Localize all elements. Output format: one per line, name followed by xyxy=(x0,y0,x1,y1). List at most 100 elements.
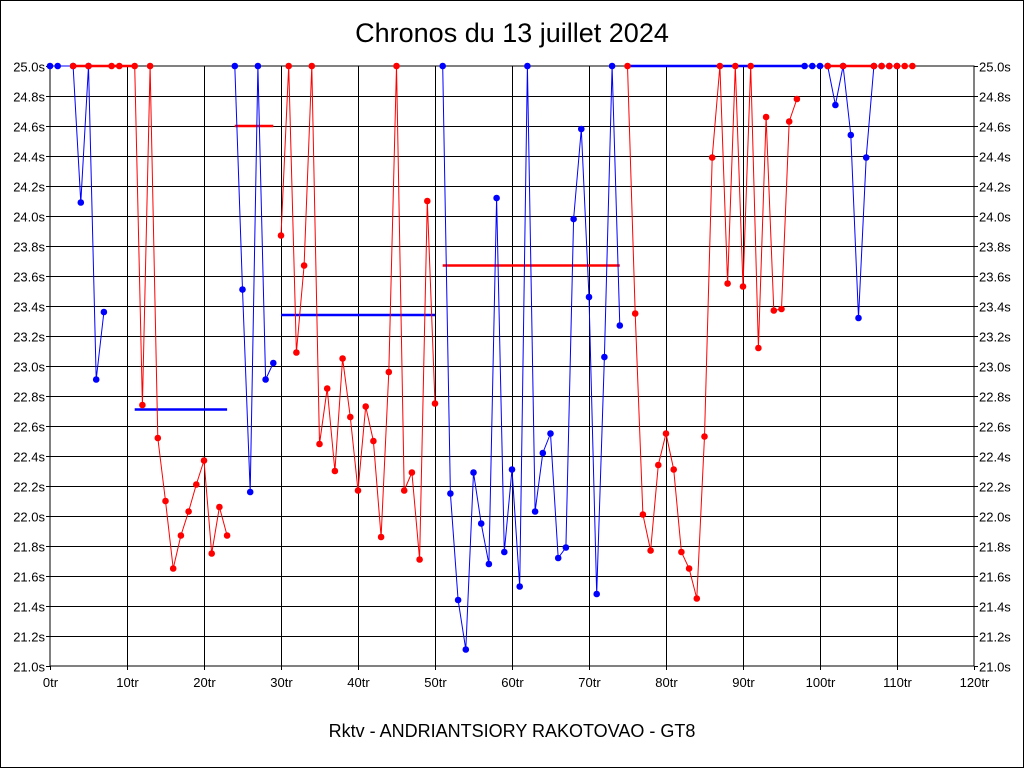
data-point xyxy=(508,466,516,473)
y-tick-label-right: 22.6s xyxy=(979,420,1011,435)
data-point xyxy=(701,433,708,440)
data-point xyxy=(539,449,547,457)
data-point xyxy=(316,440,323,448)
data-point xyxy=(724,280,731,287)
data-point xyxy=(801,62,808,70)
data-point xyxy=(285,62,293,70)
data-point xyxy=(100,308,108,316)
data-point xyxy=(624,62,631,70)
y-tick-label-right: 21.0s xyxy=(979,660,1011,675)
data-point xyxy=(485,560,493,568)
y-tick-label-left: 21.8s xyxy=(13,540,45,555)
data-point xyxy=(593,590,600,598)
data-point xyxy=(901,62,908,70)
x-tick-label: 30tr xyxy=(270,675,293,690)
data-point xyxy=(839,62,847,70)
data-point xyxy=(347,413,354,421)
data-point xyxy=(732,62,739,70)
data-point xyxy=(608,62,616,70)
data-point xyxy=(716,62,724,70)
y-tick-label-left: 21.0s xyxy=(13,660,45,675)
data-point xyxy=(108,62,115,70)
x-tick-label: 10tr xyxy=(116,675,139,690)
data-point xyxy=(693,595,701,602)
average-lines xyxy=(73,64,874,411)
data-point xyxy=(85,62,92,70)
data-point xyxy=(323,385,331,392)
y-tick-label-left: 24.0s xyxy=(13,210,45,225)
data-point xyxy=(200,457,208,464)
y-tick-label-left: 22.4s xyxy=(13,450,45,465)
x-tick-label: 20tr xyxy=(193,675,216,690)
data-point xyxy=(785,118,793,125)
data-point xyxy=(747,62,754,70)
data-point xyxy=(886,62,893,70)
data-point xyxy=(254,62,262,70)
axes: 0tr 10tr 20tr 30tr 40tr 50tr 60tr 70tr 80tr 90tr 1… xyxy=(13,60,1011,691)
data-point xyxy=(416,556,423,563)
data-point xyxy=(193,481,200,488)
data-point xyxy=(116,62,123,70)
data-point xyxy=(293,349,300,356)
data-point xyxy=(354,487,362,494)
data-point xyxy=(131,62,138,70)
data-point xyxy=(385,368,393,376)
y-tick-label-left: 21.6s xyxy=(13,570,45,585)
data-point xyxy=(300,262,308,269)
data-point xyxy=(331,467,339,475)
y-tick-label-right: 22.8s xyxy=(979,390,1011,405)
data-point xyxy=(262,376,269,383)
data-point xyxy=(246,488,254,496)
data-point xyxy=(554,554,562,562)
y-tick-label-left: 22.0s xyxy=(13,510,45,525)
data-point xyxy=(531,508,539,515)
y-tick-label-right: 23.4s xyxy=(979,300,1011,315)
data-point xyxy=(223,532,231,539)
y-tick-label-left: 23.0s xyxy=(13,360,45,375)
y-tick-label-left: 22.8s xyxy=(13,390,45,405)
data-point xyxy=(909,62,916,70)
y-tick-label-right: 24.6s xyxy=(979,120,1011,135)
data-point xyxy=(685,565,693,572)
data-point xyxy=(662,430,670,437)
series xyxy=(46,62,916,653)
y-tick-label-right: 21.4s xyxy=(979,600,1011,615)
y-tick-label-right: 23.0s xyxy=(979,360,1011,375)
data-point xyxy=(470,469,477,476)
data-point xyxy=(616,322,624,329)
data-point xyxy=(177,532,185,539)
data-point xyxy=(439,62,447,70)
x-tick-label: 0tr xyxy=(43,675,59,690)
y-tick-label-right: 24.2s xyxy=(979,180,1011,195)
x-tick-label: 40tr xyxy=(347,675,370,690)
y-tick-label-right: 24.0s xyxy=(979,210,1011,225)
data-point xyxy=(816,62,824,70)
data-point xyxy=(431,400,439,407)
data-point xyxy=(893,62,901,70)
y-tick-label-left: 25.0s xyxy=(13,60,45,75)
x-tick-label: 120tr xyxy=(960,675,990,690)
y-tick-label-right: 25.0s xyxy=(979,60,1011,75)
series-line xyxy=(627,65,798,599)
data-point xyxy=(578,125,585,133)
y-tick-label-right: 24.4s xyxy=(979,150,1011,165)
data-point xyxy=(185,508,192,515)
data-point xyxy=(139,401,146,409)
y-tick-label-right: 21.2s xyxy=(979,630,1011,645)
y-tick-label-left: 24.4s xyxy=(13,150,45,165)
series-line xyxy=(50,65,105,380)
y-tick-label-right: 23.2s xyxy=(979,330,1011,345)
data-point xyxy=(870,62,878,70)
data-point xyxy=(570,215,577,223)
data-point xyxy=(809,62,816,70)
data-point xyxy=(339,355,346,362)
data-point xyxy=(370,437,377,445)
data-point xyxy=(501,548,508,556)
series-line xyxy=(442,65,621,650)
data-point xyxy=(239,286,246,293)
grid xyxy=(49,65,975,667)
data-point xyxy=(847,131,855,139)
data-point xyxy=(862,154,870,161)
y-tick-label-right: 21.8s xyxy=(979,540,1011,555)
